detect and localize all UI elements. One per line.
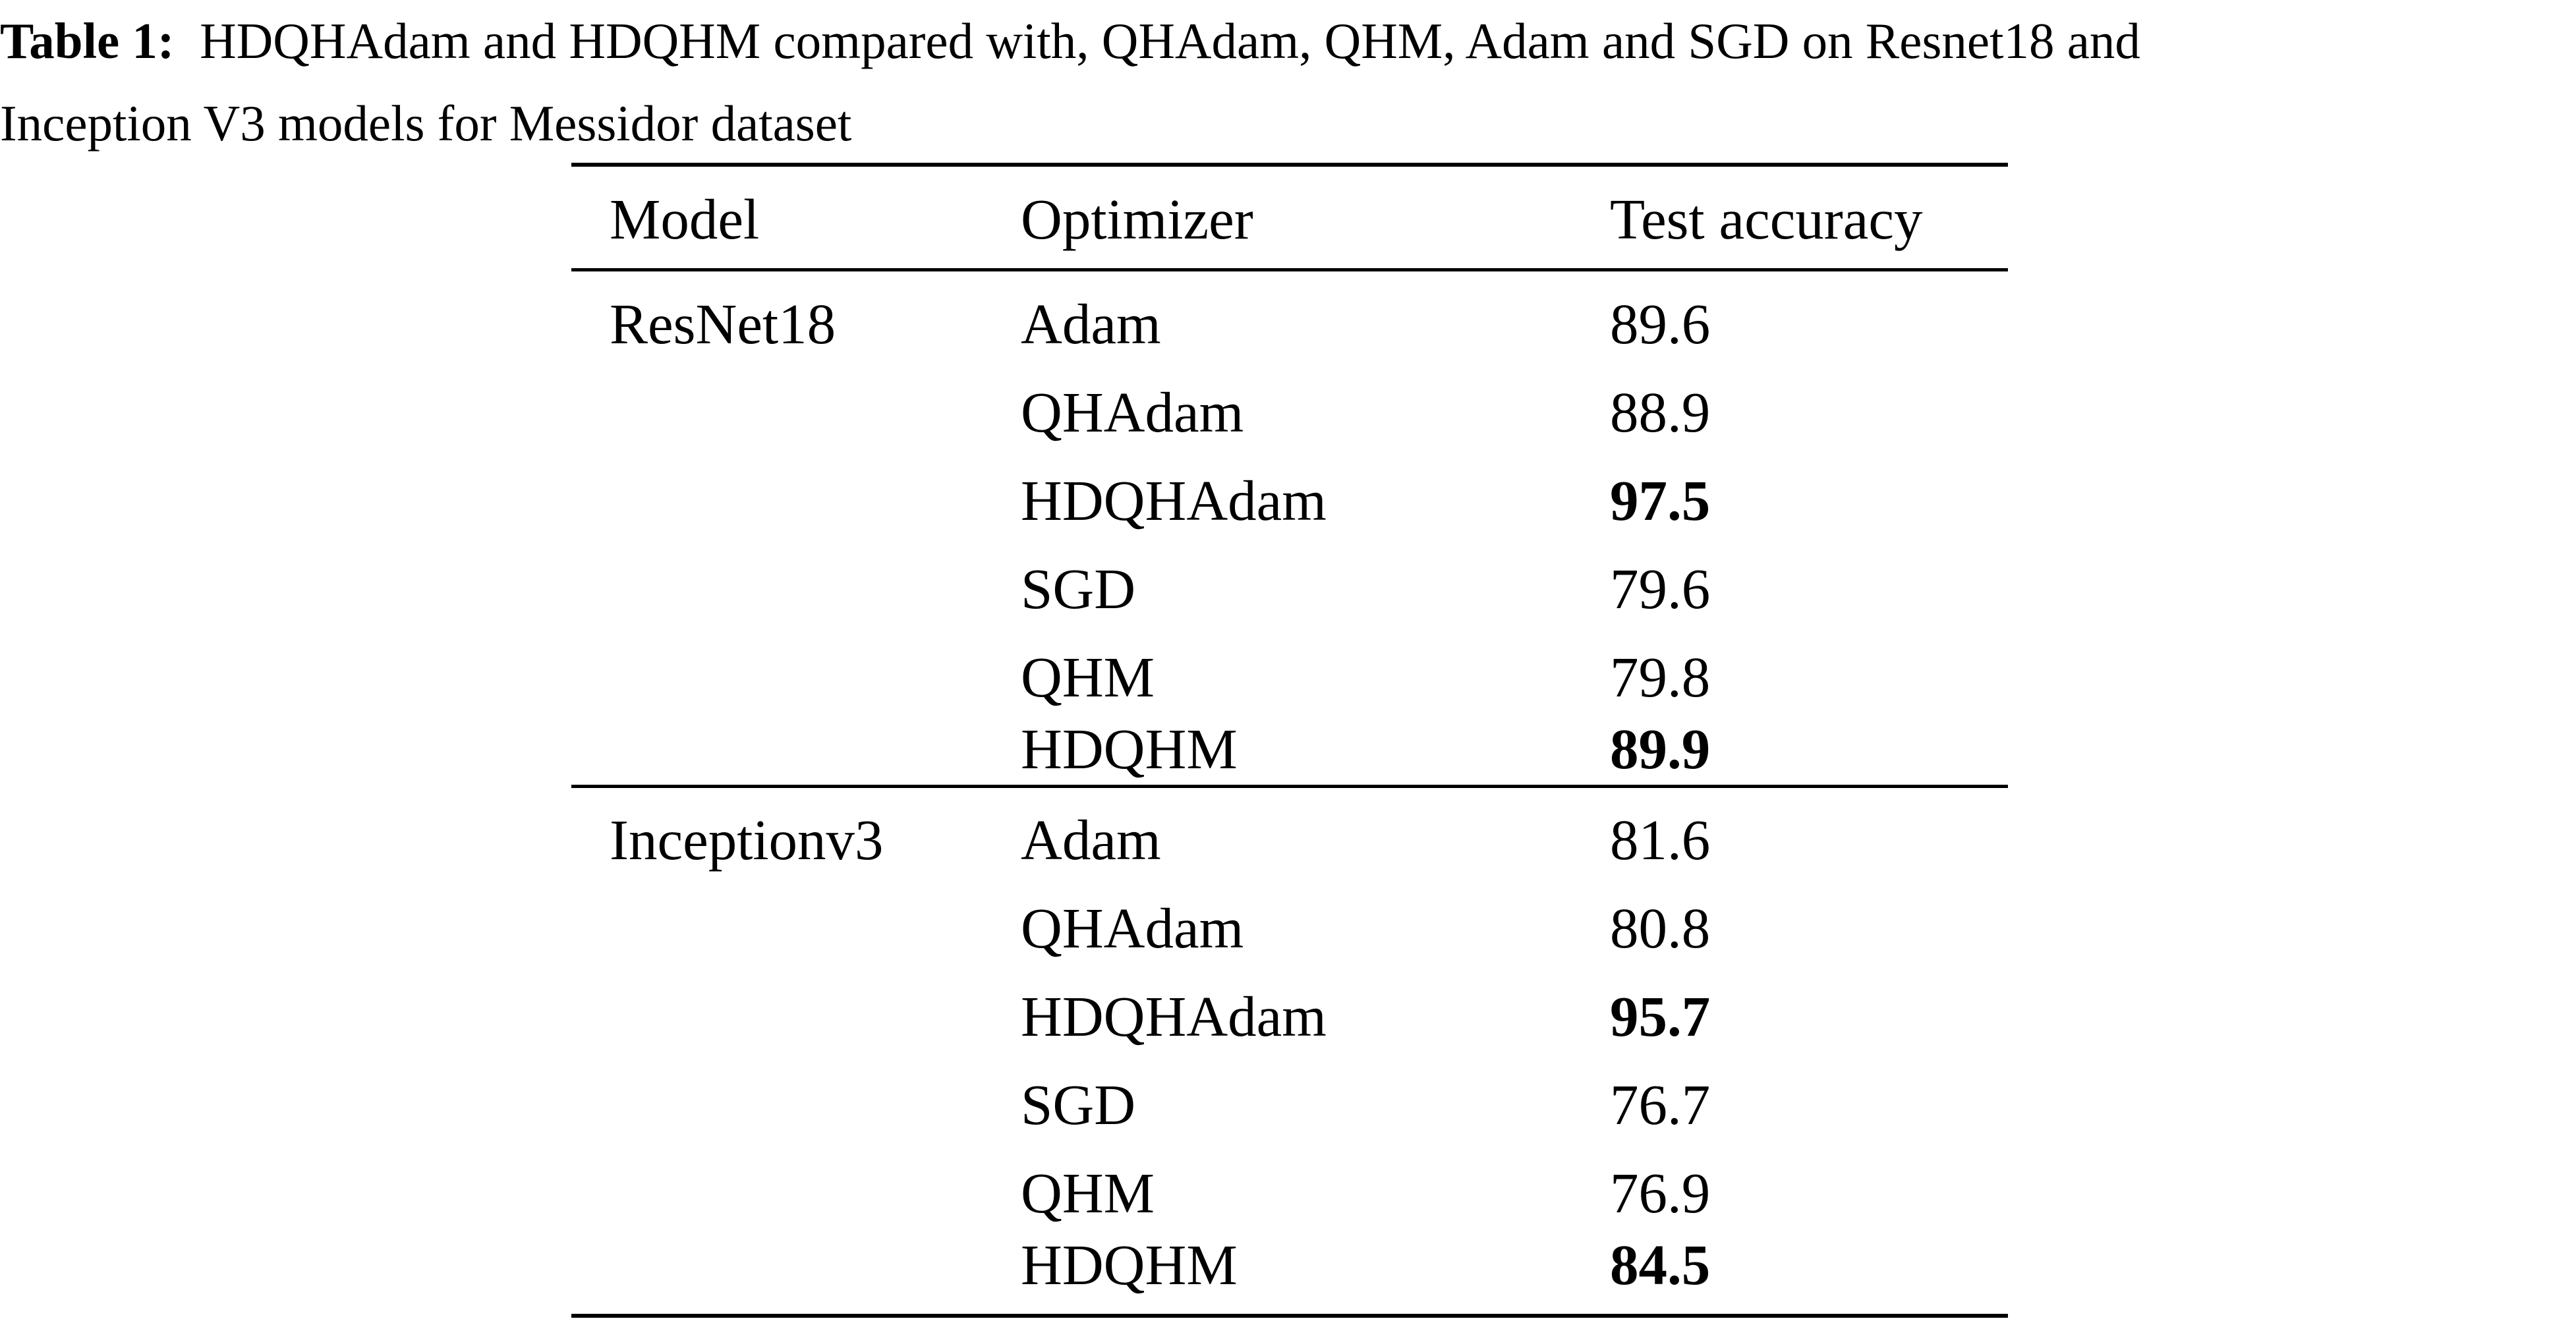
header-model: Model: [610, 187, 760, 251]
header-test-accuracy: Test accuracy: [1610, 187, 1923, 251]
table-cell-optimizer: Adam: [1021, 292, 1161, 356]
table-cell-accuracy-best: 89.9: [1610, 717, 1711, 781]
table-cell-optimizer: HDQHM: [1021, 1233, 1238, 1297]
table-cell-accuracy: 76.7: [1610, 1073, 1711, 1137]
table-cell-accuracy: 79.8: [1610, 645, 1711, 709]
table-cell-optimizer: HDQHAdam: [1021, 468, 1327, 532]
table-cell-optimizer: QHM: [1021, 645, 1155, 709]
table-cell-accuracy: 89.6: [1610, 292, 1711, 356]
table-top-rule: [571, 163, 2008, 167]
table-cell-accuracy-best: 84.5: [1610, 1233, 1711, 1297]
table-cell-accuracy: 79.6: [1610, 557, 1711, 621]
header-rule: [571, 268, 2008, 271]
table-cell-optimizer: QHAdam: [1021, 896, 1244, 960]
table-cell-optimizer: QHM: [1021, 1161, 1155, 1225]
group-model-resnet18: ResNet18: [610, 292, 836, 356]
table-cell-accuracy: 88.9: [1610, 380, 1711, 444]
table-cell-accuracy: 80.8: [1610, 896, 1711, 960]
table-cell-optimizer: QHAdam: [1021, 380, 1244, 444]
table-cell-accuracy: 76.9: [1610, 1161, 1711, 1225]
table-cell-optimizer: HDQHM: [1021, 717, 1238, 781]
table-caption: Table 1: HDQHAdam and HDQHM compared wit…: [0, 0, 2576, 165]
group-rule: [571, 785, 2008, 788]
table-cell-optimizer: SGD: [1021, 1073, 1136, 1137]
table-cell-optimizer: HDQHAdam: [1021, 984, 1327, 1048]
header-optimizer: Optimizer: [1021, 187, 1253, 251]
group-model-inceptionv3: Inceptionv3: [610, 808, 884, 872]
table-cell-accuracy-best: 97.5: [1610, 468, 1711, 532]
table-cell-accuracy-best: 95.7: [1610, 984, 1711, 1048]
caption-line-1: Table 1: HDQHAdam and HDQHM compared wit…: [0, 0, 2576, 82]
table-cell-accuracy: 81.6: [1610, 808, 1711, 872]
table-bottom-rule: [571, 1314, 2008, 1318]
caption-text-1: HDQHAdam and HDQHM compared with, QHAdam…: [200, 13, 2140, 69]
caption-label: Table 1:: [0, 13, 175, 69]
table-cell-optimizer: SGD: [1021, 557, 1136, 621]
caption-line-2: Inception V3 models for Messidor dataset: [0, 95, 852, 152]
table-cell-optimizer: Adam: [1021, 808, 1161, 872]
